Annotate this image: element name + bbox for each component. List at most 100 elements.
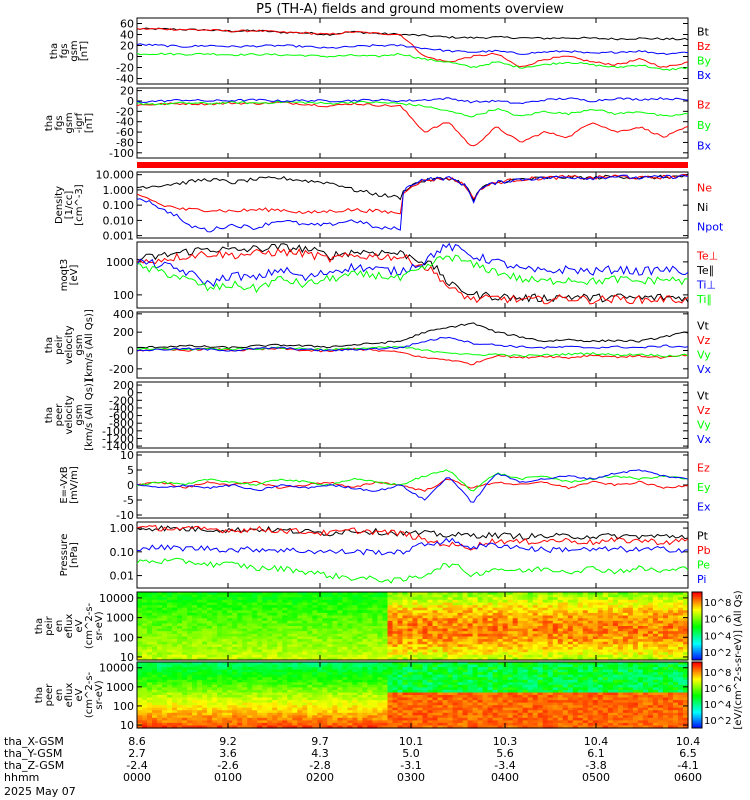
- heatmap-cell: [237, 654, 243, 658]
- heatmap-cell: [272, 722, 278, 726]
- heatmap-cell: [297, 610, 303, 614]
- heatmap-cell: [617, 618, 624, 622]
- heatmap-cell: [317, 705, 323, 709]
- heatmap-cell: [663, 620, 669, 624]
- heatmap-cell: [412, 684, 419, 688]
- heatmap-cell: [382, 602, 388, 606]
- heatmap-cell: [237, 707, 243, 711]
- heatmap-cell: [147, 702, 153, 706]
- heatmap-cell: [607, 615, 614, 619]
- heatmap-cell: [262, 692, 268, 696]
- heatmap-cell: [322, 633, 328, 637]
- heatmap-cell: [552, 597, 559, 601]
- heatmap-cell: [678, 633, 684, 637]
- heatmap-cell: [622, 626, 629, 630]
- heatmap-cell: [432, 628, 439, 632]
- heatmap-cell: [237, 722, 243, 726]
- heatmap-cell: [552, 605, 559, 609]
- heatmap-cell: [377, 649, 383, 653]
- heatmap-cell: [482, 641, 489, 645]
- heatmap-cell: [337, 646, 343, 651]
- heatmap-cell: [377, 712, 383, 716]
- heatmap-cell: [412, 644, 419, 648]
- heatmap-cell: [402, 615, 409, 619]
- heatmap-cell: [673, 602, 679, 606]
- heatmap-cell: [683, 618, 689, 622]
- heatmap-cell: [607, 636, 614, 640]
- heatmap-cell: [447, 607, 454, 611]
- heatmap-cell: [678, 652, 684, 656]
- heatmap-cell: [187, 646, 193, 651]
- heatmap-cell: [202, 641, 208, 645]
- heatmap-cell: [307, 662, 313, 666]
- heatmap-cell: [617, 626, 624, 630]
- heatmap-cell: [347, 682, 353, 686]
- heatmap-cell: [192, 626, 198, 630]
- heatmap-cell: [442, 618, 449, 622]
- heatmap-cell: [312, 615, 318, 619]
- heatmap-cell: [322, 610, 328, 614]
- heatmap-cell: [242, 612, 248, 617]
- heatmap-cell: [142, 612, 148, 617]
- heatmap-cell: [683, 657, 689, 661]
- heatmap-cell: [547, 599, 554, 603]
- heatmap-cell: [462, 599, 469, 603]
- heatmap-cell: [212, 679, 218, 683]
- heatmap-cell: [277, 602, 283, 606]
- heatmap-cell: [432, 672, 439, 676]
- heatmap-cell: [412, 628, 419, 632]
- heatmap-cell: [327, 664, 333, 668]
- heatmap-cell: [422, 599, 429, 603]
- heatmap-cell: [602, 628, 609, 632]
- heatmap-cell: [187, 618, 193, 622]
- heatmap-cell: [552, 626, 559, 630]
- heatmap-cell: [252, 657, 258, 661]
- heatmap-cell: [247, 710, 253, 714]
- heatmap-cell: [302, 712, 308, 716]
- heatmap-cell: [382, 725, 388, 729]
- heatmap-cell: [272, 672, 278, 676]
- heatmap-cell: [257, 695, 263, 699]
- heatmap-cell: [242, 712, 248, 716]
- heatmap-cell: [462, 607, 469, 611]
- heatmap-cell: [262, 644, 268, 648]
- heatmap-cell: [262, 689, 268, 693]
- heatmap-cell: [342, 672, 348, 676]
- heatmap-cell: [442, 689, 449, 693]
- heatmap-cell: [287, 644, 293, 648]
- heatmap-cell: [292, 700, 298, 704]
- heatmap-cell: [407, 682, 414, 686]
- heatmap-cell: [607, 626, 614, 630]
- heatmap-cell: [317, 695, 323, 699]
- heatmap-cell: [567, 628, 574, 632]
- heatmap-cell: [652, 644, 659, 648]
- heatmap-cell: [177, 684, 183, 688]
- heatmap-cell: [157, 607, 163, 611]
- heatmap-cell: [142, 682, 148, 686]
- heatmap-cell: [247, 684, 253, 688]
- heatmap-cell: [332, 623, 338, 627]
- heatmap-cell: [312, 620, 318, 624]
- heatmap-cell: [467, 674, 474, 678]
- heatmap-cell: [307, 633, 313, 637]
- heatmap-cell: [297, 720, 303, 724]
- heatmap-cell: [392, 662, 399, 666]
- heatmap-cell: [157, 692, 163, 696]
- heatmap-cell: [172, 631, 178, 635]
- heatmap-cell: [192, 717, 198, 721]
- heatmap-cell: [467, 722, 474, 726]
- heatmap-cell: [522, 597, 529, 601]
- heatmap-cell: [673, 597, 679, 601]
- heatmap-cell: [627, 644, 634, 648]
- heatmap-cell: [522, 644, 529, 648]
- heatmap-cell: [312, 710, 318, 714]
- heatmap-cell: [387, 715, 394, 719]
- heatmap-cell: [197, 715, 203, 719]
- heatmap-cell: [678, 649, 684, 653]
- heatmap-cell: [212, 707, 218, 711]
- heatmap-cell: [192, 705, 198, 709]
- heatmap-cell: [367, 674, 373, 678]
- heatmap-cell: [222, 652, 228, 656]
- heatmap-cell: [232, 623, 238, 627]
- heatmap-cell: [157, 654, 163, 658]
